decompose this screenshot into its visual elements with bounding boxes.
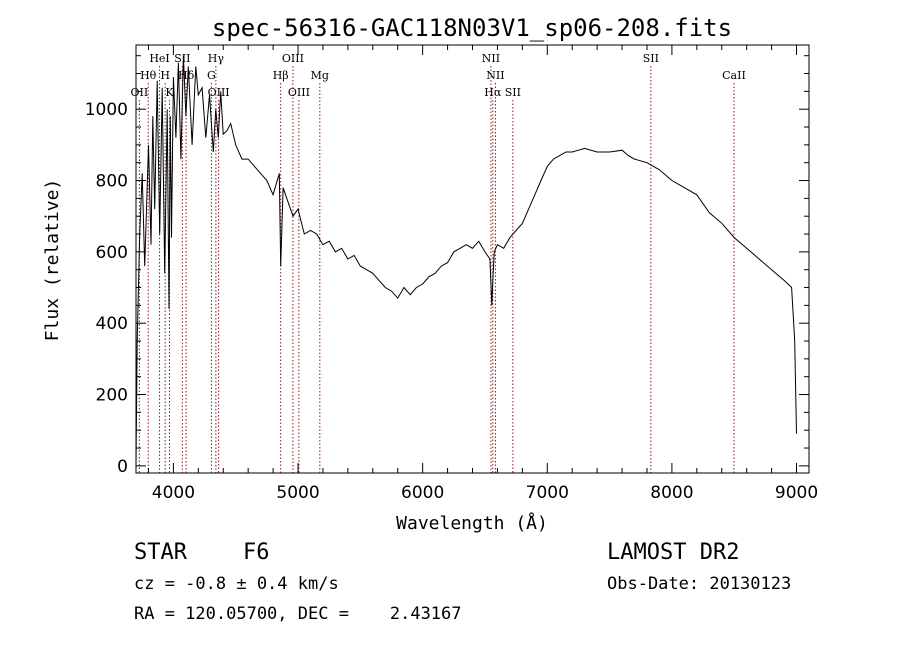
y-tick-label: 400: [96, 314, 128, 334]
x-tick-label: 8000: [650, 483, 693, 503]
spectral-line-label: NII: [482, 52, 500, 65]
x-tick-label: 7000: [526, 483, 569, 503]
spectral-line-label: SII: [643, 52, 659, 65]
y-tick-label: 800: [96, 172, 128, 192]
spectral-line-label: OII: [131, 86, 149, 99]
spectral-line-label: Hθ: [140, 69, 157, 82]
spectral-line-label: SII: [505, 86, 521, 99]
spectral-line-label: OIII: [288, 86, 310, 99]
x-tick-label: 5000: [276, 483, 319, 503]
coordinates: RA = 120.05700, DEC = 2.43167: [134, 604, 462, 624]
plot-frame: [135, 44, 810, 474]
spectral-line-label: OIII: [282, 52, 304, 65]
spectral-line-markers: OIIHθHeIHKSIIHδHγGOIIIHβOIIIOIIIMgNIINII…: [131, 52, 746, 473]
spectral-line-label: SII: [174, 52, 190, 65]
y-tick-label: 600: [96, 243, 128, 263]
spectral-line-label: HeI: [149, 52, 169, 65]
x-tick-label: 4000: [152, 483, 195, 503]
spectrum-chart: spec-56316-GAC118N03V1_sp06-208.fits OII…: [42, 14, 818, 534]
spectral-line-label: Hγ: [208, 52, 225, 65]
spectral-line-label: H: [160, 69, 170, 82]
y-tick-label: 1000: [85, 100, 128, 120]
spectral-line-label: NII: [486, 69, 504, 82]
spectral-line-label: G: [207, 69, 216, 82]
x-tick-label: 9000: [775, 483, 818, 503]
y-axis-ticks: 0 200 400 600 800 1000: [85, 55, 809, 477]
redshift-info: cz = -0.8 ± 0.4 km/s: [134, 574, 339, 594]
spectral-line-label: Hβ: [273, 69, 289, 82]
spectral-line-label: OIII: [208, 86, 230, 99]
spectrum-line: [135, 55, 797, 466]
spectral-line-label: Hα: [484, 86, 502, 99]
spectral-line-label: Mg: [311, 69, 329, 82]
chart-title: spec-56316-GAC118N03V1_sp06-208.fits: [212, 14, 732, 42]
object-subclass: F6: [243, 540, 270, 565]
y-tick-label: 0: [117, 457, 128, 477]
spectral-line-label: K: [165, 86, 174, 99]
spectral-line-label: CaII: [722, 69, 746, 82]
object-class: STAR: [134, 540, 187, 565]
spectral-line-label: Hδ: [178, 69, 195, 82]
y-axis-label: Flux (relative): [42, 179, 63, 342]
survey-name: LAMOST DR2: [607, 540, 740, 565]
x-axis-label: Wavelength (Å): [396, 512, 548, 534]
observation-date: Obs-Date: 20130123: [607, 574, 792, 594]
y-tick-label: 200: [96, 386, 128, 406]
x-tick-label: 6000: [401, 483, 444, 503]
x-axis-ticks: 4000 5000 6000 7000 8000 9000: [147, 45, 818, 503]
